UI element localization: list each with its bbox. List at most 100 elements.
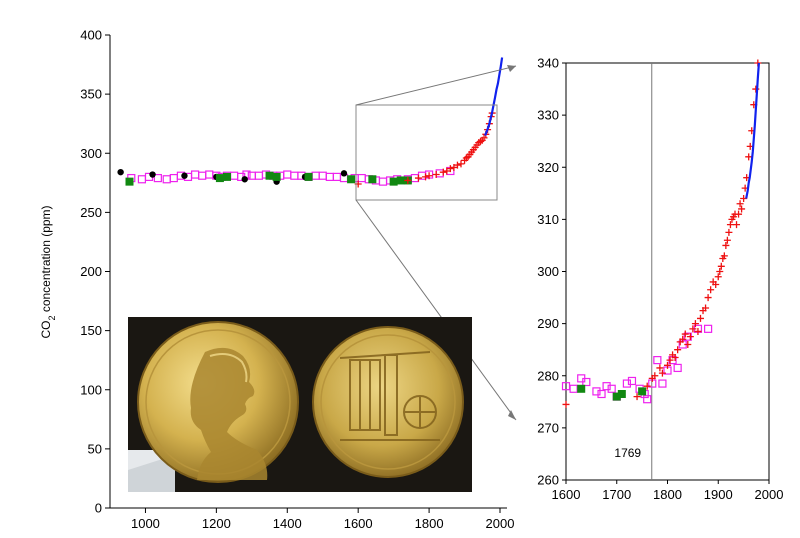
main-x-ticks: 1000 1200 1400 1600 1800 2000 [131, 508, 514, 531]
data-point-open-square [254, 171, 264, 180]
data-point-plus [686, 333, 694, 341]
x-tick-label: 1600 [552, 487, 581, 502]
series-plus [562, 59, 762, 408]
data-point-open-square [561, 382, 571, 391]
data-point-filled-square [612, 392, 621, 401]
data-point-open-square [153, 173, 162, 183]
data-point-plus [707, 286, 715, 294]
data-point-open-square [627, 376, 637, 386]
data-point-plus [453, 161, 461, 169]
data-point-filled-square [223, 172, 231, 181]
main-chart: 0 50 100 150 200 250 300 350 400 1000 1200 1400 160… [39, 28, 514, 532]
data-point-plus [684, 340, 692, 348]
x-tick-label: 1600 [344, 516, 373, 531]
data-point-plus [691, 320, 699, 328]
zoom-x-ticks: 1600 1700 1800 1900 2000 [552, 480, 784, 502]
data-point-plus [439, 168, 447, 176]
data-point-plus [425, 172, 433, 180]
data-point-plus [740, 195, 748, 203]
data-point-plus [446, 165, 454, 173]
data-point-plus [422, 173, 430, 181]
data-point-open-square [198, 171, 207, 180]
data-point-plus [633, 393, 641, 401]
data-point-filled-square [125, 177, 134, 186]
data-point-open-square [357, 173, 366, 183]
x-tick-label: 2000 [486, 516, 515, 531]
x-tick-label: 1400 [273, 516, 302, 531]
x-tick-label: 2000 [755, 487, 784, 502]
data-point-circle [340, 170, 348, 177]
connector-top [355, 65, 517, 106]
data-point-open-square [703, 324, 713, 333]
y-tick-label: 100 [80, 382, 102, 397]
data-point-plus [651, 372, 659, 380]
data-point-filled-square [304, 172, 313, 181]
connector-bottom [355, 199, 517, 421]
data-point-plus [679, 335, 687, 343]
zoom-y-ticks: 260 270 280 290 300 310 320 330 340 [537, 56, 566, 488]
data-point-plus [702, 304, 710, 312]
x-tick-label: 1900 [704, 487, 733, 502]
data-point-circle [149, 171, 156, 178]
data-point-plus [689, 325, 697, 333]
data-point-circle [181, 172, 188, 179]
data-point-plus [480, 134, 488, 142]
x-tick-label: 1000 [131, 516, 160, 531]
connector-top-arrow [507, 65, 516, 72]
x-tick-label: 1700 [602, 487, 631, 502]
year-1769-label: 1769 [614, 446, 641, 460]
data-point-open-square [378, 177, 388, 186]
data-point-open-square [673, 363, 682, 373]
data-point-plus [666, 356, 674, 364]
data-point-open-square [643, 395, 652, 404]
zoom-series [561, 59, 762, 408]
data-point-filled-square [272, 172, 281, 181]
y-tick-label: 0 [95, 501, 102, 516]
zoom-box [355, 104, 498, 201]
data-point-plus [722, 241, 730, 249]
data-point-open-square [290, 171, 299, 180]
data-point-filled-square [577, 384, 586, 393]
data-point-open-square [607, 384, 616, 393]
data-point-plus [720, 252, 728, 260]
data-point-open-square [137, 175, 147, 184]
data-point-open-square [622, 379, 632, 388]
data-point-plus [745, 153, 753, 161]
data-point-open-square [190, 170, 200, 179]
data-point-plus [704, 294, 712, 302]
data-point-filled-square [396, 176, 405, 185]
data-point-open-square [205, 170, 214, 179]
data-point-filled-square [389, 177, 398, 186]
data-point-open-square [229, 171, 239, 180]
data-point-plus [712, 281, 720, 289]
data-point-open-square [569, 384, 578, 393]
data-point-circle [241, 176, 248, 183]
series-filled-square [125, 171, 412, 186]
data-point-open-square [435, 169, 444, 178]
main-y-axis-label: CO2 concentration (ppm) [39, 205, 57, 338]
data-point-open-square [602, 382, 611, 391]
zoom-chart: 260 270 280 290 300 310 320 330 340 1600 1700 1800… [537, 56, 783, 503]
data-point-plus [717, 262, 725, 270]
data-point-plus [562, 400, 570, 408]
zoom-connectors [355, 65, 517, 421]
data-point-open-square [653, 356, 662, 365]
y-tick-label: 250 [80, 205, 102, 220]
data-point-plus [723, 236, 731, 244]
data-point-plus [716, 268, 724, 275]
main-y-ticks: 0 50 100 150 200 250 300 350 400 [80, 28, 110, 516]
y-tick-label: 400 [80, 28, 102, 43]
y-tick-label: 300 [80, 146, 102, 161]
y-tick-label: 350 [80, 87, 102, 102]
data-point-open-square [162, 175, 171, 184]
series-filled-square [577, 384, 647, 401]
zoom-frame [565, 62, 770, 481]
y-tick-label: 50 [88, 441, 102, 456]
y-tick-label: 320 [537, 160, 559, 175]
y-tick-label: 200 [80, 264, 102, 279]
connector-bottom-arrow [508, 410, 516, 420]
data-point-plus [726, 221, 734, 229]
y-tick-label: 310 [537, 212, 559, 227]
data-point-open-square [318, 171, 327, 180]
data-point-plus [674, 346, 682, 354]
